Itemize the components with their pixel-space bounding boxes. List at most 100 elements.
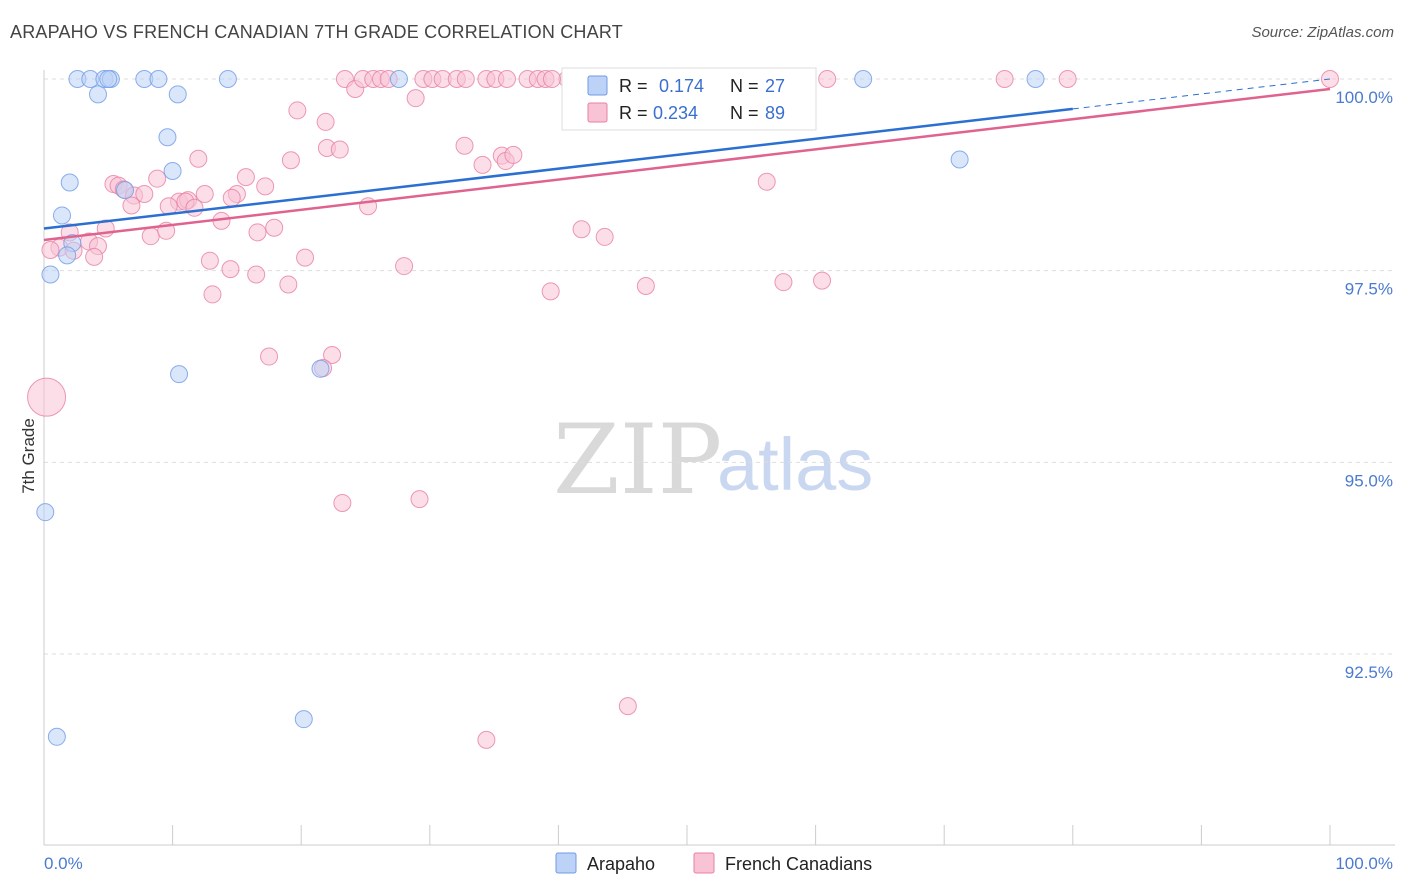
bottom-legend-swatch-french-canadians[interactable] [693,852,715,874]
legend-n-value-french-canadians: 89 [765,103,785,123]
french-canadian-point [818,70,837,88]
french-canadian-point [236,168,255,187]
arapaho-point [60,173,79,192]
french-canadian-point [260,347,279,366]
arapaho-point [1026,70,1045,88]
chart-title: ARAPAHO VS FRENCH CANADIAN 7TH GRADE COR… [10,22,623,42]
french-canadian-point [1058,70,1077,88]
legend-n-label-french-canadians: N = [730,103,759,123]
french-canadian-point [995,70,1014,88]
french-canadian-point [330,140,349,159]
y-tick-label: 95.0% [1345,471,1393,490]
legend-n-value-arapaho: 27 [765,76,785,96]
y-tick-label: 100.0% [1335,88,1393,107]
french-canadian-trend-line [43,87,1331,242]
french-canadian-point [316,112,335,131]
french-canadian-point [141,227,160,246]
arapaho-point [99,70,118,88]
french-canadian-point [618,697,637,716]
french-canadian-point [323,346,342,364]
french-canadian-point [410,490,429,509]
french-canadian-point [595,227,614,246]
french-canadian-point [27,377,67,417]
french-canadian-point [541,282,560,301]
arapaho-point [47,727,66,746]
bottom-legend-label-french-canadians[interactable]: French Canadians [725,854,872,874]
french-canadian-point [185,198,204,217]
arapaho-point [950,150,969,169]
legend-r-label-arapaho: R = [619,76,648,96]
french-canadian-point [265,218,284,237]
french-canadian-point [85,247,104,266]
french-canadian-point [813,271,832,290]
arapaho-point [389,70,408,88]
data-points [27,70,1339,749]
french-canadian-point [247,265,266,284]
y-tick-label: 92.5% [1345,663,1393,682]
french-canadian-point [200,251,219,270]
french-canadian-point [248,223,267,242]
legend-r-value-arapaho: 0.174 [659,76,704,96]
french-canadian-point [281,151,300,170]
french-canadian-point [122,196,141,215]
french-canadian-point [456,70,475,88]
french-canadian-point [222,188,241,207]
arapaho-point [294,710,313,729]
trend-lines [43,78,1331,242]
arapaho-point [311,359,330,378]
stats-legend: R = 0.174 N = 27 R = 0.234 N = 89 [561,67,817,131]
gridlines [44,78,1395,655]
x-tick-label-max: 100.0% [1335,854,1393,873]
french-canadian-point [221,260,240,279]
french-canadian-point [455,136,474,155]
y-tick-labels: 92.5% 95.0% 97.5% 100.0% [1335,88,1393,682]
bottom-legend-swatch-arapaho[interactable] [555,852,577,874]
french-canadian-point [279,275,298,294]
french-canadian-point [333,493,352,512]
legend-swatch-arapaho [587,75,608,96]
arapaho-point [36,503,55,522]
arapaho-point [58,246,77,265]
french-canadian-point [757,172,776,191]
french-canadian-point [504,145,523,164]
arapaho-point [149,70,168,88]
arapaho-point [168,85,187,104]
french-canadian-point [135,185,154,203]
arapaho-trend-line [43,107,1073,230]
arapaho-point [89,85,108,104]
french-canadian-point [189,149,208,168]
french-canadian-point [395,257,414,276]
arapaho-point [158,128,177,147]
source-credit[interactable]: Source: ZipAtlas.com [1251,24,1394,41]
y-tick-label: 97.5% [1345,280,1393,299]
french-canadian-point [636,277,655,295]
french-canadian-point [406,89,425,108]
french-canadian-point [542,70,561,88]
french-canadian-point [572,220,591,239]
french-canadian-point [256,177,275,196]
arapaho-point [53,206,72,225]
legend-r-value-french-canadians: 0.234 [653,103,698,123]
arapaho-point [854,70,873,88]
french-canadian-point [203,285,222,304]
french-canadian-point [296,248,315,267]
axes [43,70,1395,846]
x-ticks [43,825,1331,845]
french-canadian-point [288,101,307,120]
legend-n-label-arapaho: N = [730,76,759,96]
y-axis-label: 7th Grade [19,418,38,494]
french-canadian-point [477,730,496,749]
series-legend: Arapaho French Canadians [555,852,872,874]
watermark-atlas: atlas [717,423,873,506]
bottom-legend-label-arapaho[interactable]: Arapaho [587,854,655,874]
watermark-zip: ZIP [553,404,722,516]
arapaho-point [218,70,237,88]
arapaho-point [163,162,182,180]
french-canadian-point [41,240,60,259]
x-tick-label-min: 0.0% [44,854,83,873]
legend-r-label-french-canadians: R = [619,103,648,123]
legend-swatch-french-canadians [587,102,608,123]
french-canadian-point [497,70,516,88]
french-canadian-point [774,273,793,292]
